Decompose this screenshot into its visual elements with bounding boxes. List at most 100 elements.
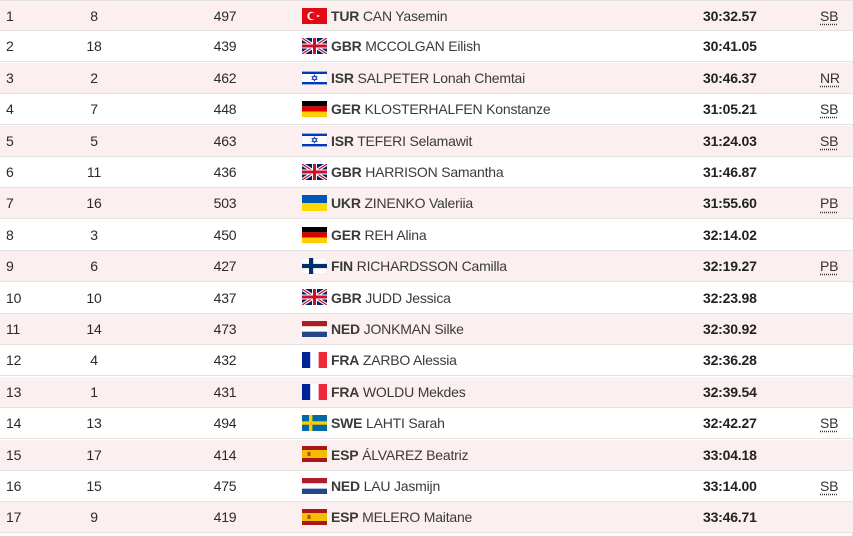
record-badge[interactable]: NR [820, 69, 840, 86]
record-badge[interactable]: SB [820, 8, 839, 24]
flag-gbr-icon [302, 163, 327, 180]
record-badge[interactable]: SB [820, 478, 839, 494]
order-cell: 3 [90, 226, 98, 243]
table-row-7[interactable]: 7 16 503 UKR ZINENKO Valeriia 31:55.60 P… [0, 188, 853, 220]
athlete-name[interactable]: CAN Yasemin [362, 8, 448, 24]
record-badge[interactable]: SB [820, 101, 839, 118]
athlete-name[interactable]: SALPETER Lonah Chemtai [357, 69, 526, 86]
athlete-cell[interactable]: NED JONKMAN Silke [302, 314, 464, 344]
flag-ger-icon [302, 226, 327, 243]
athlete-name[interactable]: ÁLVAREZ Beatriz [362, 446, 469, 463]
athlete-name[interactable]: WOLDU Mekdes [362, 383, 466, 400]
flag-fin-icon [302, 257, 327, 274]
order-cell: 17 [86, 446, 102, 463]
bib-cell: 497 [213, 8, 237, 24]
table-row-3[interactable]: 3 2 462 ISR SALPETER Lonah Chemtai 30:46… [0, 62, 853, 94]
rank-cell: 15 [6, 446, 22, 463]
mark-cell: 30:46.37 [703, 69, 757, 86]
mark-cell: 31:05.21 [703, 101, 757, 118]
athlete-cell[interactable]: FRA ZARBO Alessia [302, 345, 457, 375]
record-badge[interactable]: PB [820, 195, 839, 212]
athlete-cell[interactable]: GBR HARRISON Samantha [302, 157, 504, 187]
noc-code: GER [331, 226, 361, 243]
table-row-11[interactable]: 11 14 473 NED JONKMAN Silke 32:30.92 [0, 314, 853, 345]
athlete-name[interactable]: LAU Jasmijn [363, 478, 441, 494]
order-cell: 2 [90, 69, 98, 86]
order-cell: 13 [86, 415, 102, 432]
table-row-4[interactable]: 4 7 448 GER KLOSTERHALFEN Konstanze 31:0… [0, 94, 853, 126]
flag-fra-icon [302, 383, 327, 400]
athlete-name[interactable]: RICHARDSSON Camilla [356, 258, 507, 275]
table-row-10[interactable]: 10 10 437 GBR JUDD Jessica 32:23.98 [0, 282, 853, 314]
record-badge[interactable]: SB [820, 132, 839, 149]
noc-code: GBR [331, 289, 362, 306]
athlete-cell[interactable]: UKR ZINENKO Valeriia [302, 188, 473, 218]
athlete-name[interactable]: HARRISON Samantha [365, 164, 504, 180]
order-cell: 4 [90, 352, 98, 369]
table-row-5[interactable]: 5 5 463 ISR TEFERI Selamawit 31:24.03 SB [0, 125, 853, 157]
table-row-14[interactable]: 14 13 494 SWE LAHTI Sarah 32:42.27 SB [0, 408, 853, 440]
athlete-cell[interactable]: GER KLOSTERHALFEN Konstanze [302, 94, 551, 124]
order-cell: 14 [86, 321, 102, 337]
mark-cell: 33:04.18 [703, 446, 757, 463]
athlete-cell[interactable]: GBR JUDD Jessica [302, 283, 451, 313]
flag-isr-icon [302, 69, 327, 86]
mark-cell: 33:46.71 [703, 509, 757, 526]
order-cell: 6 [90, 258, 98, 275]
bib-cell: 414 [213, 446, 237, 463]
athlete-name[interactable]: MELERO Maitane [362, 509, 473, 526]
mark-cell: 31:46.87 [703, 164, 757, 180]
athlete-name[interactable]: MCCOLGAN Eilish [365, 38, 481, 55]
mark-cell: 30:41.05 [703, 38, 757, 55]
table-row-17[interactable]: 17 9 419 ESP MELERO Maitane 33:46.71 [0, 502, 853, 534]
athlete-cell[interactable]: ESP ÁLVAREZ Beatriz [302, 440, 469, 470]
table-row-9[interactable]: 9 6 427 FIN RICHARDSSON Camilla 32:19.27… [0, 251, 853, 283]
table-row-16[interactable]: 16 15 475 NED LAU Jasmijn 33:14.00 SB [0, 471, 853, 502]
athlete-name[interactable]: LAHTI Sarah [366, 415, 445, 432]
athlete-name[interactable]: KLOSTERHALFEN Konstanze [364, 101, 551, 118]
athlete-cell[interactable]: SWE LAHTI Sarah [302, 408, 445, 438]
rank-cell: 3 [6, 69, 14, 86]
noc-code: GBR [331, 38, 362, 55]
athlete-cell[interactable]: ISR TEFERI Selamawit [302, 126, 472, 156]
noc-code: GER [331, 101, 361, 118]
table-row-15[interactable]: 15 17 414 ESP ÁLVAREZ Beatriz 33:04.18 [0, 439, 853, 471]
rank-cell: 1 [6, 8, 14, 24]
bib-cell: 463 [213, 132, 237, 149]
athlete-name[interactable]: JUDD Jessica [365, 289, 451, 306]
flag-tur-icon [302, 7, 327, 24]
noc-code: ISR [331, 132, 354, 149]
athlete-name[interactable]: ZINENKO Valeriia [364, 195, 474, 212]
table-row-6[interactable]: 6 11 436 GBR HARRISON Samantha 31:46.87 [0, 157, 853, 188]
table-row-2[interactable]: 2 18 439 GBR MCCOLGAN Eilish 30:41.05 [0, 31, 853, 63]
flag-ger-icon [302, 100, 327, 117]
order-cell: 18 [86, 38, 102, 55]
rank-cell: 13 [6, 383, 22, 400]
athlete-cell[interactable]: ESP MELERO Maitane [302, 502, 472, 532]
mark-cell: 31:24.03 [703, 132, 757, 149]
bib-cell: 431 [213, 383, 237, 400]
athlete-name[interactable]: REH Alina [364, 226, 427, 243]
athlete-cell[interactable]: GER REH Alina [302, 220, 427, 250]
athlete-cell[interactable]: FRA WOLDU Mekdes [302, 377, 466, 407]
athlete-name[interactable]: TEFERI Selamawit [357, 132, 473, 149]
table-row-12[interactable]: 12 4 432 FRA ZARBO Alessia 32:36.28 [0, 345, 853, 377]
table-row-1[interactable]: 1 8 497 TUR CAN Yasemin 30:32.57 SB [0, 0, 853, 31]
rank-cell: 4 [6, 101, 14, 118]
noc-code: ISR [331, 69, 354, 86]
table-row-13[interactable]: 13 1 431 FRA WOLDU Mekdes 32:39.54 [0, 376, 853, 408]
table-row-8[interactable]: 8 3 450 GER REH Alina 32:14.02 [0, 219, 853, 251]
athlete-name[interactable]: ZARBO Alessia [362, 352, 457, 369]
noc-code: TUR [331, 8, 360, 24]
athlete-name[interactable]: JONKMAN Silke [363, 321, 464, 337]
athlete-cell[interactable]: GBR MCCOLGAN Eilish [302, 31, 481, 61]
record-badge[interactable]: PB [820, 258, 839, 275]
athlete-cell[interactable]: NED LAU Jasmijn [302, 471, 440, 501]
athlete-cell[interactable]: TUR CAN Yasemin [302, 1, 448, 31]
rank-cell: 8 [6, 226, 14, 243]
noc-code: ESP [331, 509, 359, 526]
athlete-cell[interactable]: ISR SALPETER Lonah Chemtai [302, 63, 525, 93]
athlete-cell[interactable]: FIN RICHARDSSON Camilla [302, 251, 507, 281]
record-badge[interactable]: SB [820, 415, 839, 432]
rank-cell: 2 [6, 38, 14, 55]
